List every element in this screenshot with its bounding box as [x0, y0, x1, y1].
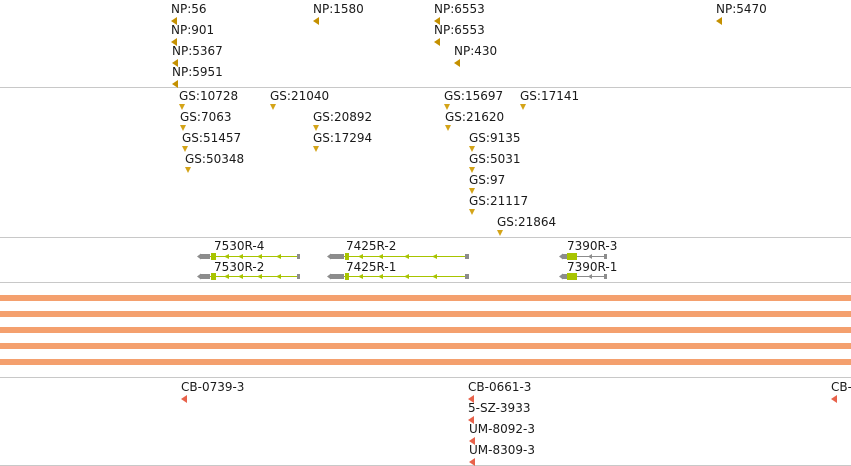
- gene-name: 7425R-1: [346, 260, 397, 274]
- position-marker-icon: [520, 104, 526, 110]
- np-feature-label: NP:5367: [172, 44, 223, 58]
- position-marker-icon: [444, 104, 450, 110]
- gene-name: 7530R-2: [214, 260, 265, 274]
- reverse-strand-marker-icon: [831, 395, 837, 403]
- np-feature-label: NP:901: [171, 23, 215, 37]
- track-separator-np-gs: [0, 87, 851, 88]
- cb-feature-label: 5-SZ-3933: [468, 401, 531, 415]
- cb-feature[interactable]: CB-: [831, 379, 851, 403]
- reverse-strand-marker-icon: [716, 17, 722, 25]
- position-marker-icon: [497, 230, 503, 236]
- track-separator-genes-bands: [0, 282, 851, 283]
- gene-name: 7390R-1: [567, 260, 618, 274]
- gs-feature-label: GS:5031: [469, 152, 521, 166]
- gs-feature-label: GS:9135: [469, 131, 521, 145]
- track-separator-gs-genes: [0, 237, 851, 238]
- position-marker-icon: [469, 146, 475, 152]
- gene-model-7530R-2[interactable]: [197, 273, 300, 280]
- np-feature-label: NP:1580: [313, 2, 364, 16]
- cb-feature-label: UM-8092-3: [469, 422, 535, 436]
- np-feature-label: NP:430: [454, 44, 498, 58]
- gs-feature-label: GS:21040: [270, 89, 330, 103]
- gene-model-7390R-1[interactable]: [559, 273, 607, 280]
- reverse-strand-marker-icon: [454, 59, 460, 67]
- gene-models: [197, 253, 607, 280]
- position-marker-icon: [445, 125, 451, 131]
- np-feature-label: NP:56: [171, 2, 207, 16]
- reverse-strand-marker-icon: [468, 416, 474, 424]
- gs-feature-label: GS:20892: [313, 110, 373, 124]
- position-marker-icon: [182, 146, 188, 152]
- coverage-band[interactable]: [0, 343, 851, 349]
- gene-model-7425R-1[interactable]: [327, 273, 469, 280]
- coverage-band[interactable]: [0, 311, 851, 317]
- cb-feature-label: UM-8309-3: [469, 443, 535, 457]
- gs-feature-label: GS:10728: [179, 89, 239, 103]
- reverse-strand-marker-icon: [181, 395, 187, 403]
- position-marker-icon: [313, 125, 319, 131]
- gene-model-7425R-2[interactable]: [327, 253, 469, 260]
- gs-feature-label: GS:17141: [520, 89, 580, 103]
- reverse-strand-marker-icon: [171, 17, 177, 25]
- position-marker-icon: [185, 167, 191, 173]
- track-separator-bands-cb: [0, 377, 851, 378]
- reverse-strand-marker-icon: [469, 437, 475, 445]
- reverse-strand-marker-icon: [434, 38, 440, 46]
- position-marker-icon: [313, 146, 319, 152]
- coverage-band[interactable]: [0, 327, 851, 333]
- position-marker-icon: [179, 104, 185, 110]
- position-marker-icon: [180, 125, 186, 131]
- cb-feature-label: CB-0739-3: [181, 380, 245, 394]
- np-feature-label: NP:6553: [434, 23, 485, 37]
- position-marker-icon: [469, 188, 475, 194]
- gs-feature-label: GS:7063: [180, 110, 232, 124]
- gs-feature-label: GS:97: [469, 173, 506, 187]
- reverse-strand-marker-icon: [171, 38, 177, 46]
- position-marker-icon: [469, 209, 475, 215]
- gs-feature-label: GS:51457: [182, 131, 242, 145]
- np-feature-label: NP:5470: [716, 2, 767, 16]
- coverage-band[interactable]: [0, 359, 851, 365]
- position-marker-icon: [469, 167, 475, 173]
- gs-feature-label: GS:21864: [497, 215, 557, 229]
- gs-feature-label: GS:15697: [444, 89, 504, 103]
- reverse-strand-marker-icon: [468, 395, 474, 403]
- gs-feature-label: GS:17294: [313, 131, 373, 145]
- cb-feature-label: CB-: [831, 380, 851, 394]
- np-feature-label: NP:6553: [434, 2, 485, 16]
- gs-feature-label: GS:21117: [469, 194, 529, 208]
- gs-feature-label: GS:21620: [445, 110, 505, 124]
- reverse-strand-marker-icon: [172, 59, 178, 67]
- np-feature-label: NP:5951: [172, 65, 223, 79]
- reverse-strand-marker-icon: [172, 80, 178, 88]
- reverse-strand-marker-icon: [469, 458, 475, 466]
- cb-feature-label: CB-0661-3: [468, 380, 532, 394]
- reverse-strand-marker-icon: [313, 17, 319, 25]
- gene-name: 7530R-4: [214, 239, 265, 253]
- gs-feature-label: GS:50348: [185, 152, 245, 166]
- gene-model-7390R-3[interactable]: [559, 253, 607, 260]
- reverse-strand-marker-icon: [434, 17, 440, 25]
- position-marker-icon: [270, 104, 276, 110]
- coverage-band[interactable]: [0, 295, 851, 301]
- gene-name: 7425R-2: [346, 239, 397, 253]
- gene-model-7530R-4[interactable]: [197, 253, 300, 260]
- gene-name: 7390R-3: [567, 239, 618, 253]
